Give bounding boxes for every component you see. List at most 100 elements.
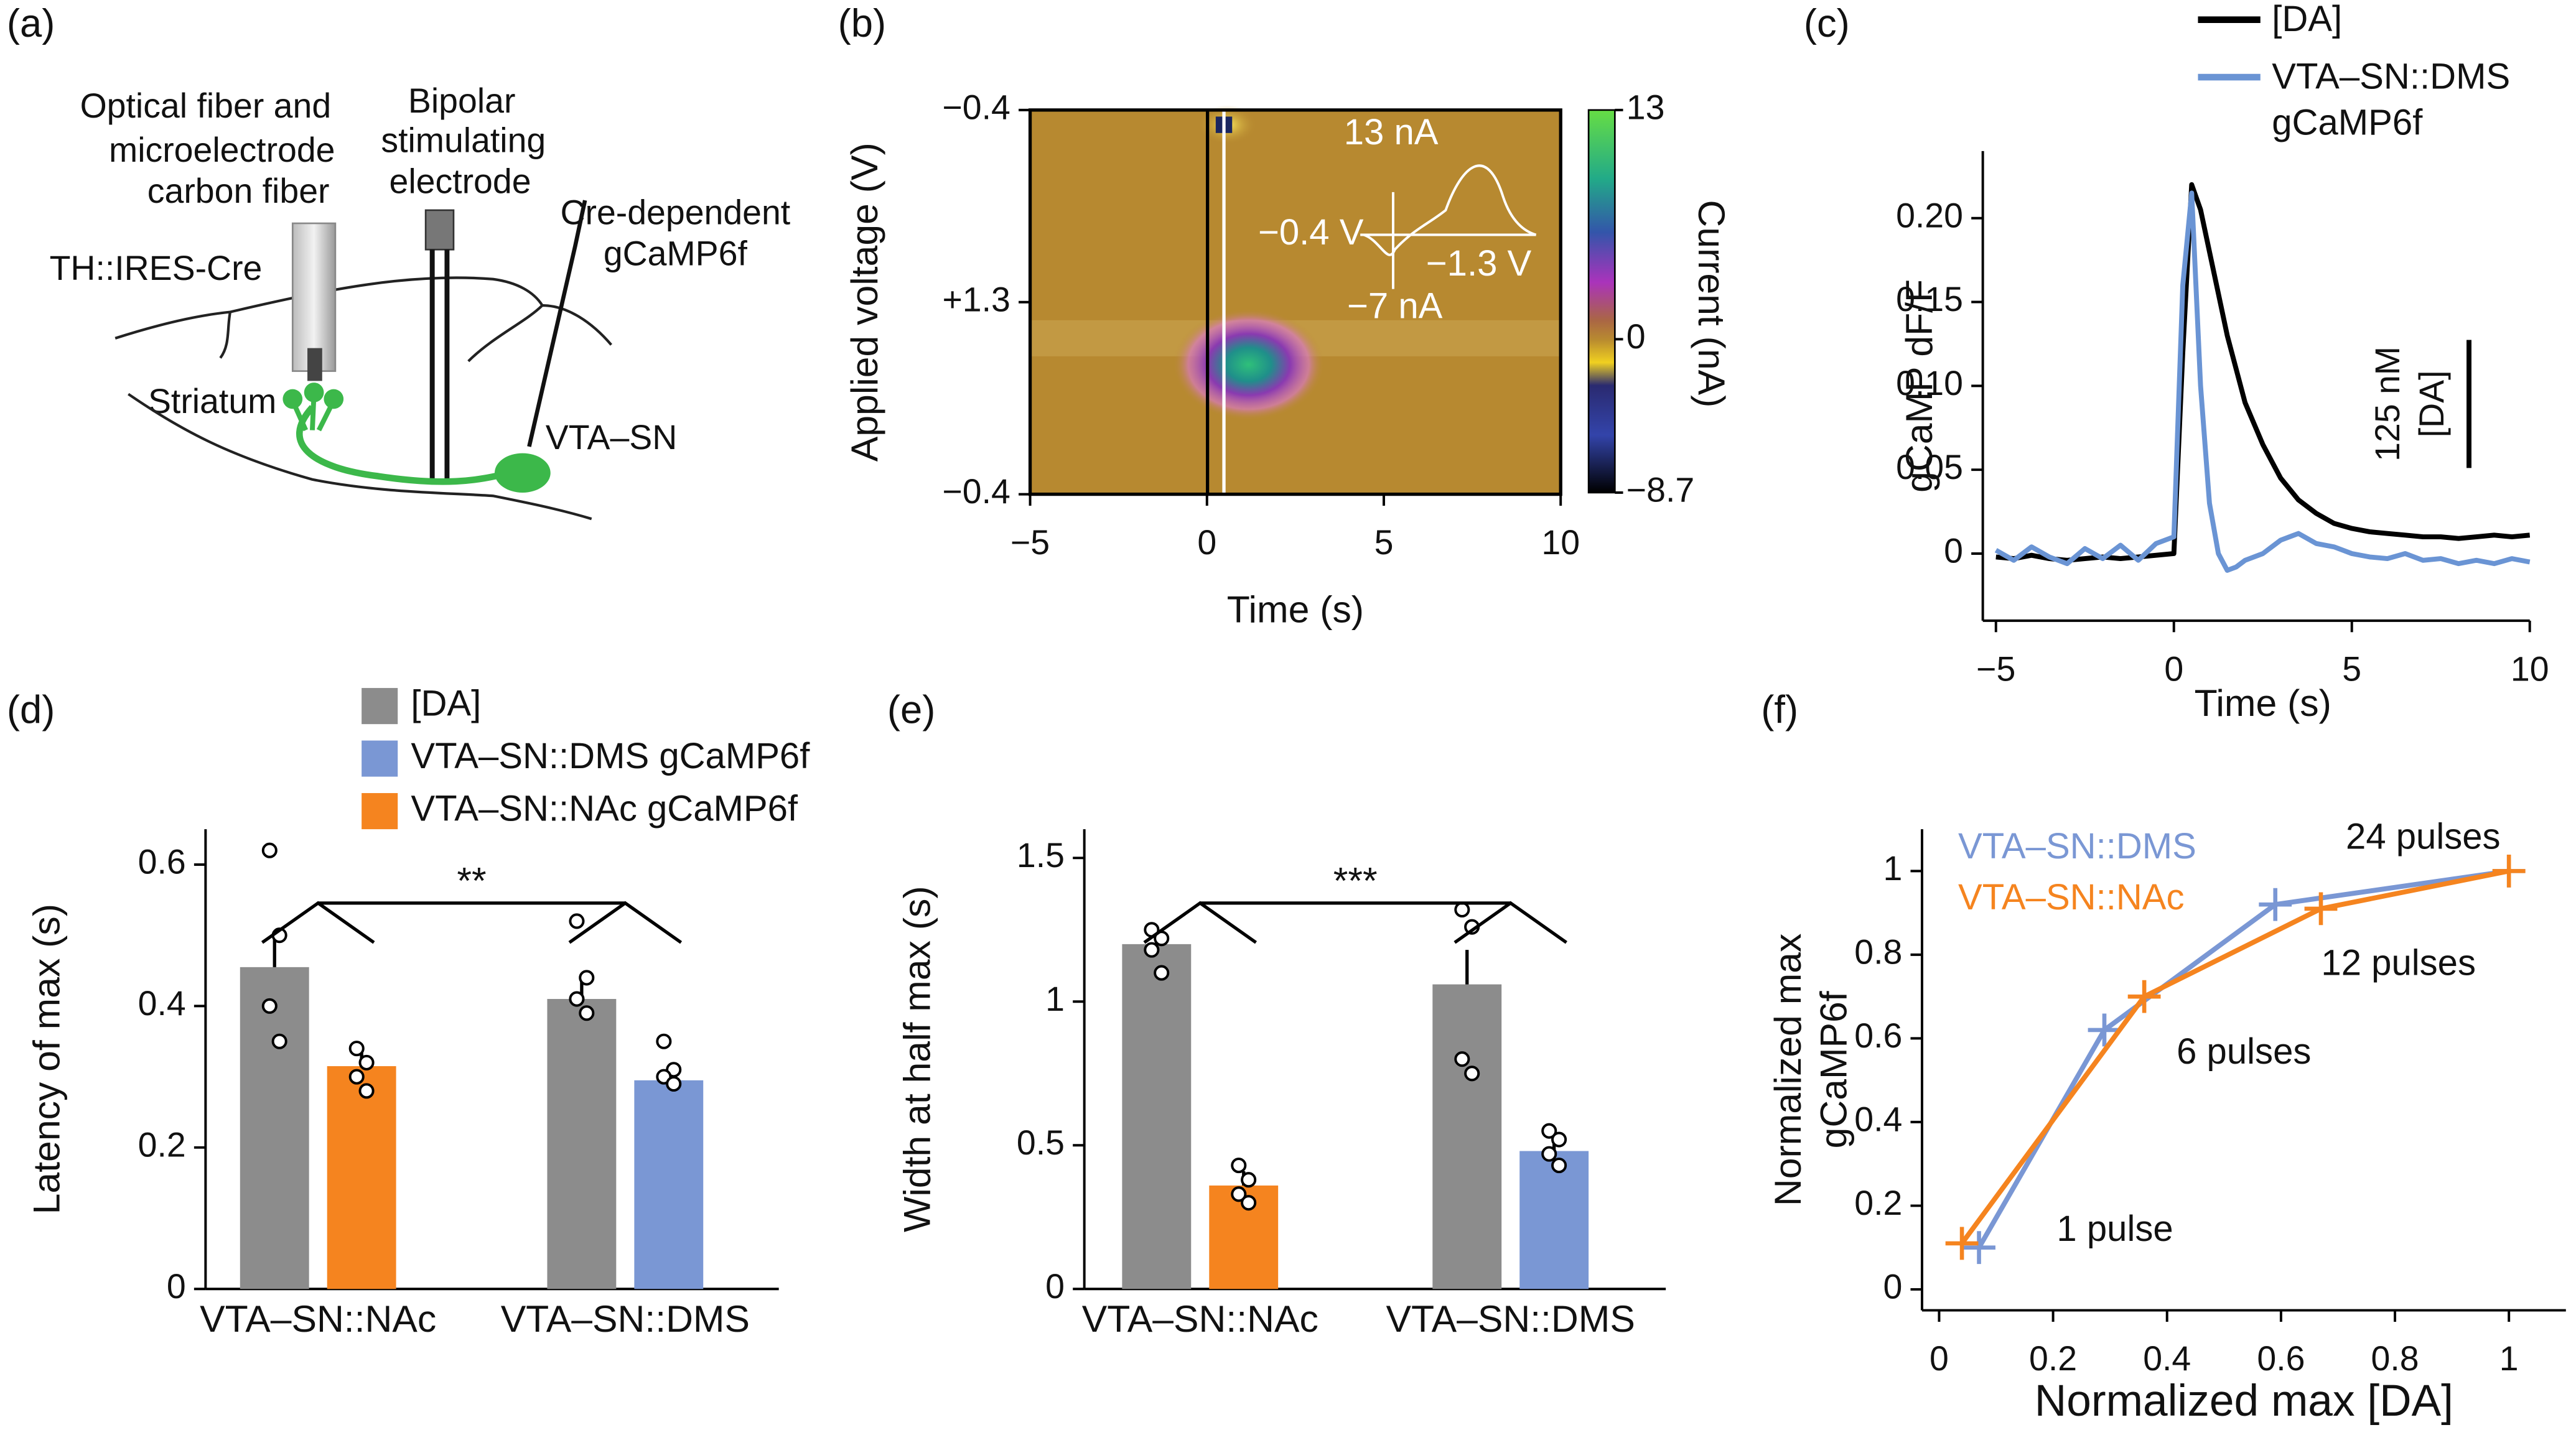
point-marker: [2259, 888, 2292, 921]
diagram-label: VTA–SN: [546, 418, 678, 457]
point-marker: [2304, 892, 2338, 926]
panel-label: (e): [887, 688, 935, 731]
diagram-label: stimulating: [381, 121, 546, 159]
legend-label: VTA–SN::NAc: [1958, 877, 2185, 917]
data-point: [569, 913, 585, 929]
y-tick-label: 0.4: [138, 984, 186, 1023]
inset-annotation: −1.3 V: [1426, 243, 1532, 284]
x-tick-label: 5: [1374, 523, 1394, 562]
x-tick-label: 10: [2511, 649, 2549, 688]
annotation: 1 pulse: [2056, 1209, 2173, 1249]
series-line: [1959, 868, 2509, 1245]
significance-bracket: [261, 901, 683, 944]
data-point: [579, 970, 595, 986]
y-tick-label: 0.2: [1854, 1184, 1902, 1222]
pipette: [527, 200, 587, 447]
y-axis-label: Latency of max (s): [26, 904, 68, 1214]
legend-entry: [DA]: [2272, 0, 2342, 39]
data-point: [1241, 1172, 1257, 1188]
x-tick-label: VTA–SN::NAc: [1082, 1298, 1318, 1340]
diagram-label: electrode: [390, 162, 531, 200]
data-point: [1241, 1195, 1257, 1211]
y-tick-label: −0.4: [942, 472, 1010, 511]
legend-swatch: [362, 688, 398, 725]
scale-bar-label: 125 nM: [2368, 346, 2407, 462]
x-tick-label: 0.2: [2029, 1339, 2077, 1378]
x-tick-label: −5: [1010, 523, 1050, 562]
data-point: [1541, 1146, 1557, 1162]
brain-outline: [114, 276, 612, 363]
y-tick-label: 0.15: [1896, 280, 1963, 318]
data-point: [1144, 942, 1160, 958]
significance-label: ***: [1333, 859, 1378, 901]
bar: [547, 999, 617, 1289]
striatum-cell: [304, 383, 324, 402]
data-point: [666, 1075, 682, 1092]
data-point: [1541, 1123, 1557, 1139]
heatmap: [1030, 104, 1616, 494]
x-tick-label: 0.6: [2257, 1339, 2305, 1378]
x-tick-label: VTA–SN::NAc: [200, 1298, 436, 1340]
point-marker: [1962, 1231, 1995, 1265]
y-tick-label: 1.5: [1017, 836, 1065, 875]
y-tick-label: 0.6: [1854, 1016, 1902, 1055]
y-axis-label: gCaMP6f: [1813, 991, 1855, 1148]
colorbar-tick-label: 13: [1626, 88, 1665, 127]
data-point: [261, 998, 278, 1014]
inset-annotation: −7 nA: [1347, 286, 1443, 327]
x-tick-label: 0.4: [2143, 1339, 2191, 1378]
x-tick-label: −5: [1976, 649, 2015, 688]
diagram-label: Striatum: [148, 382, 276, 420]
colorbar-tick-label: 0: [1626, 317, 1646, 356]
x-tick-label: 0: [1197, 523, 1216, 562]
y-tick-label: 0.8: [1854, 933, 1902, 972]
y-axis-label: gCaMP dF/F: [1898, 279, 1940, 493]
data-point: [271, 1033, 287, 1049]
y-tick-label: 0.20: [1896, 196, 1963, 234]
bar: [327, 1066, 396, 1289]
diagram-label: carbon fiber: [147, 172, 330, 210]
data-point: [1454, 901, 1470, 917]
bar: [1432, 984, 1502, 1289]
significance-bracket: [1143, 901, 1567, 944]
y-tick-label: 0: [1883, 1268, 1902, 1306]
bar: [240, 967, 309, 1289]
striatum-cell: [324, 389, 344, 409]
data-point: [1154, 965, 1170, 981]
inset-axes: [1360, 192, 1536, 289]
point-marker: [1945, 1227, 1979, 1260]
data-point: [579, 1005, 595, 1021]
x-tick-label: 0: [1930, 1339, 1949, 1378]
projection: [296, 405, 511, 485]
point-marker: [2492, 854, 2526, 888]
data-point: [358, 1054, 375, 1070]
electrode-coil: [424, 209, 455, 251]
legend-swatch: [362, 740, 398, 777]
scale-bar-label: [DA]: [2412, 370, 2451, 437]
point-marker: [2088, 1013, 2121, 1047]
point-marker: [2127, 980, 2161, 1013]
bar: [1122, 944, 1192, 1289]
y-axis-label: Applied voltage (V): [843, 142, 885, 462]
y-tick-label: −0.4: [942, 88, 1010, 127]
bar: [1519, 1151, 1589, 1289]
y-tick-label: 1: [1045, 980, 1065, 1018]
data-point: [1551, 1158, 1567, 1174]
x-axis-label: Time (s): [2195, 682, 2331, 724]
y-axis-label: Normalized max: [1766, 934, 1809, 1207]
data-point: [1231, 1158, 1247, 1174]
inset-annotation: −0.4 V: [1258, 212, 1364, 253]
diagram-label: Bipolar: [408, 81, 516, 120]
y-tick-label: 0.10: [1896, 364, 1963, 402]
x-tick-label: 1: [2499, 1339, 2519, 1378]
diagram-label: Cre-dependent: [560, 193, 790, 231]
x-tick-label: 0: [2164, 649, 2183, 688]
legend-entry: VTA–SN::DMS gCaMP6f: [2272, 56, 2510, 143]
y-tick-label: 0: [167, 1267, 186, 1306]
annotation: 24 pulses: [2346, 816, 2501, 857]
diagram-label: TH::IRES-Cre: [50, 249, 263, 287]
significance-label: **: [457, 859, 486, 901]
y-tick-label: 0.5: [1017, 1123, 1065, 1162]
